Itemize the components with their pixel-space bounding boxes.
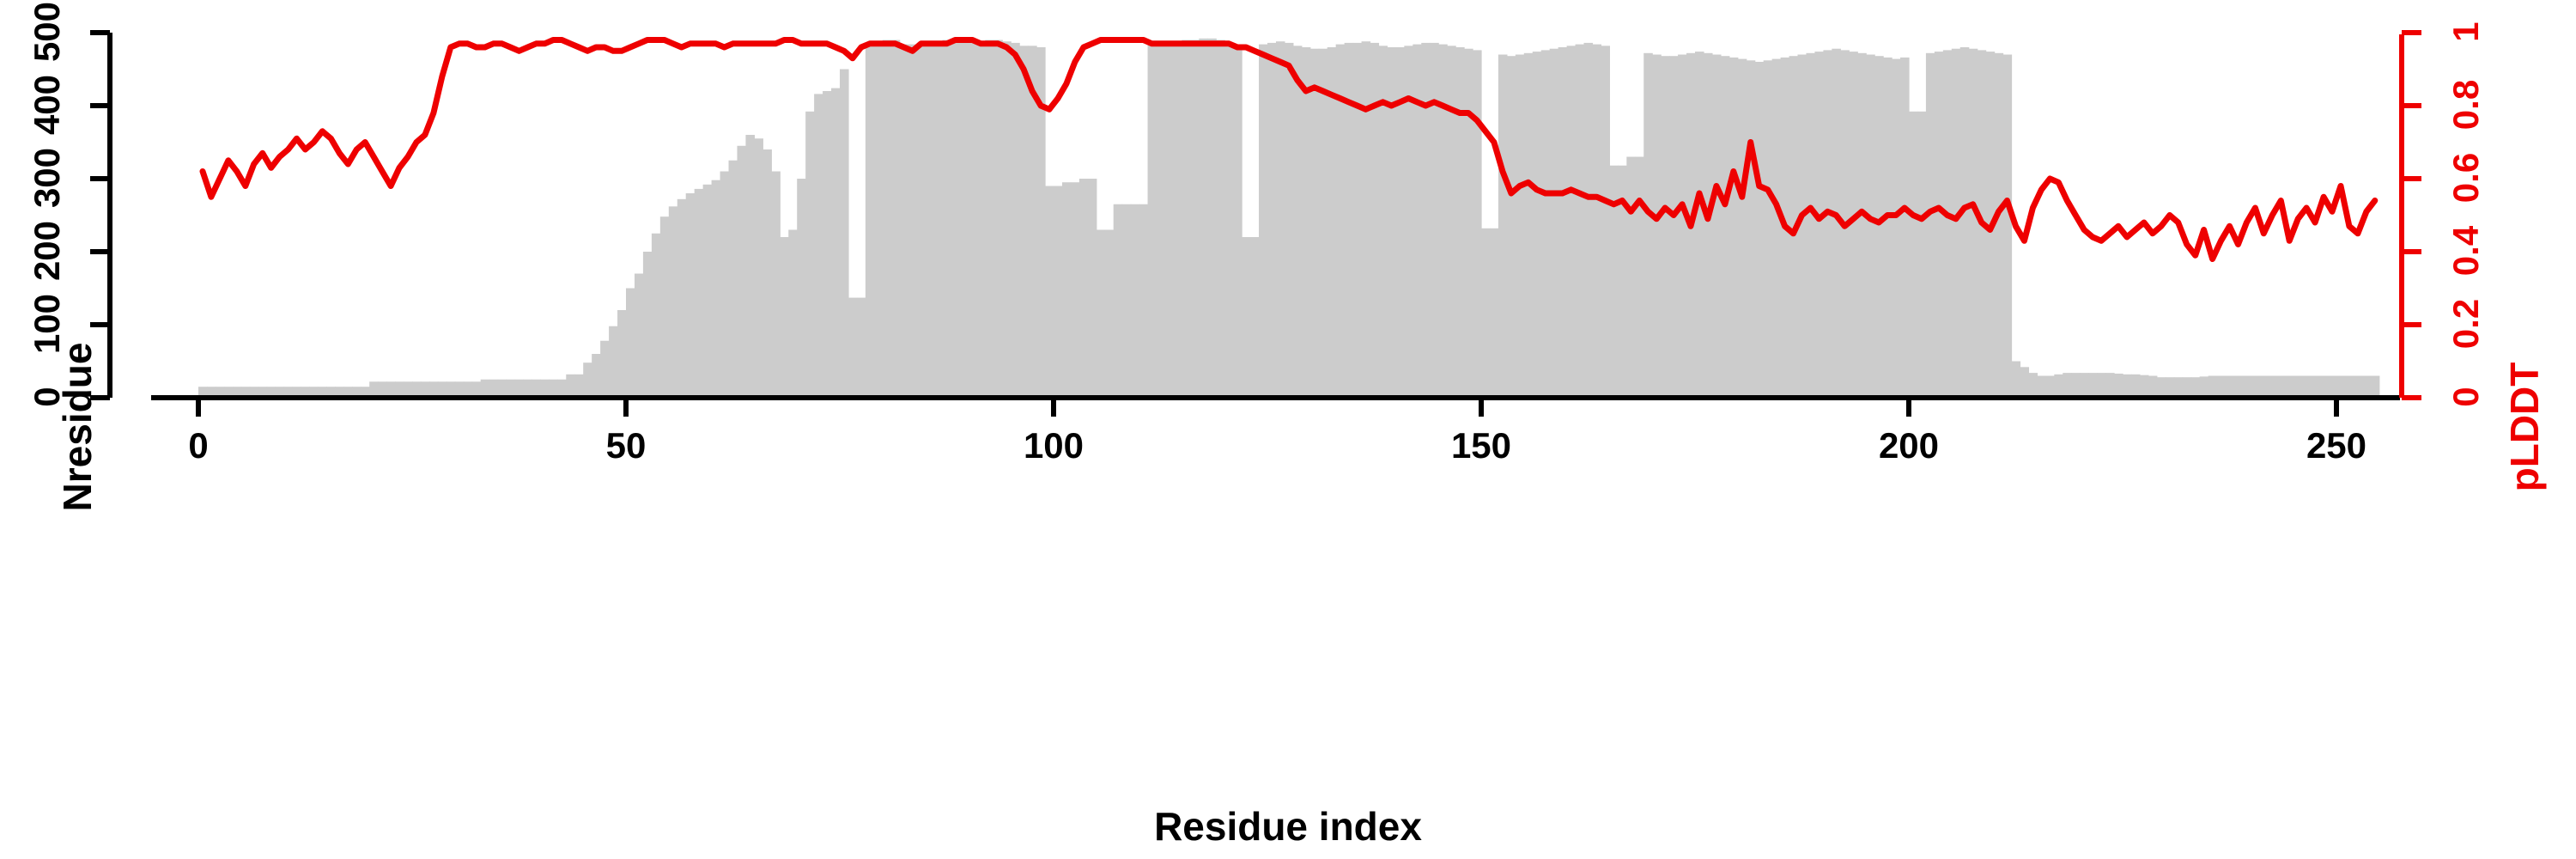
- x-axis-title: Residue index: [1154, 804, 1422, 849]
- x-tick-250: 250: [2306, 425, 2367, 466]
- y-tick-left-500: 500: [27, 1, 67, 63]
- x-tick-150: 150: [1450, 425, 1512, 466]
- x-tick-200: 200: [1878, 425, 1940, 466]
- x-tick-50: 50: [605, 425, 647, 466]
- x-tick-0: 0: [188, 425, 209, 466]
- plddt-line: [199, 37, 2379, 262]
- x-tick-100: 100: [1023, 425, 1084, 466]
- y-tick-right-1: 1: [2445, 21, 2486, 42]
- bar-series: [198, 38, 2380, 399]
- y-axis-right-title: pLDDT: [2502, 362, 2547, 492]
- axes: [90, 30, 2421, 417]
